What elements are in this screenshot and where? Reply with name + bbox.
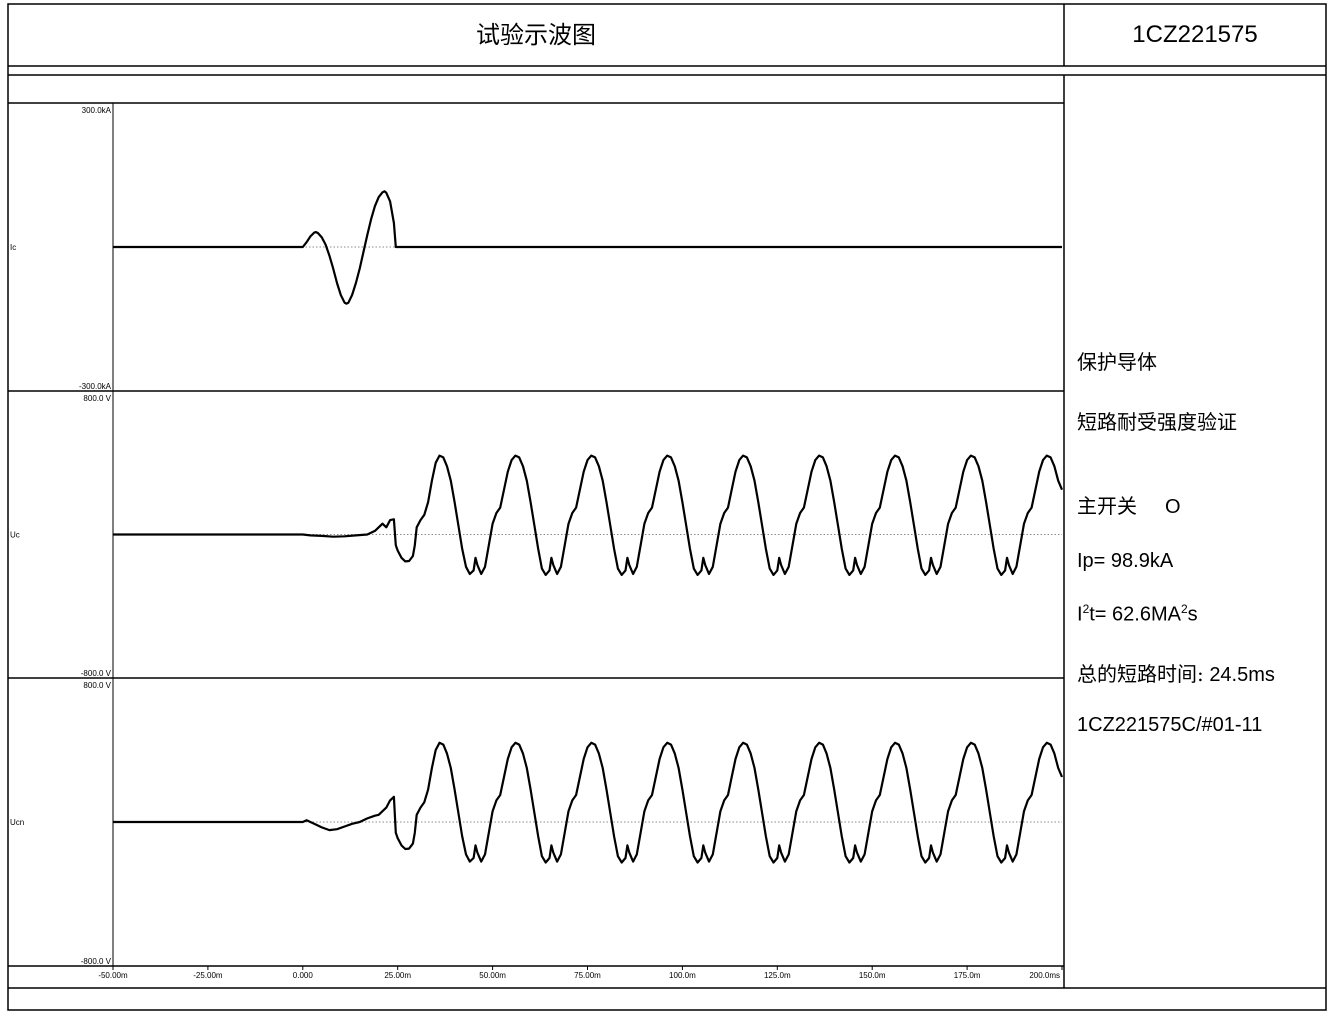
x-tick-label-9: 175.0m bbox=[954, 971, 981, 980]
ymax-label-Ucn: 800.0 V bbox=[83, 681, 111, 690]
outer-border bbox=[7, 3, 1327, 1011]
duration-label: 总的短路时间: bbox=[1077, 662, 1204, 686]
trace-Ic bbox=[113, 190, 1062, 305]
x-tick-label-7: 125.0m bbox=[764, 971, 791, 980]
trace-Ucn bbox=[113, 741, 1064, 864]
i2t-prefix: I bbox=[1077, 603, 1083, 626]
x-tick-label-10: 200.0ms bbox=[1029, 971, 1060, 980]
x-tick-label-5: 75.00m bbox=[574, 971, 601, 980]
x-tick-label-3: 25.00m bbox=[384, 971, 411, 980]
i2t-sup-2: 2 bbox=[1180, 602, 1188, 616]
report-number: 1CZ221575 bbox=[1132, 21, 1258, 48]
channel-label-Ucn: Ucn bbox=[10, 818, 24, 827]
duration-row: 总的短路时间: 24.5ms bbox=[1077, 658, 1275, 687]
trace-Uc bbox=[113, 454, 1064, 576]
test-name: 短路耐受强度验证 bbox=[1077, 412, 1237, 434]
x-tick-label-2: 0.000 bbox=[293, 971, 314, 980]
channel-label-Ic: Ic bbox=[10, 243, 16, 252]
x-tick-label-8: 150.0m bbox=[859, 971, 886, 980]
i2t-value: I2t= 62.6MA2s bbox=[1077, 602, 1198, 627]
x-tick-label-1: -25.00m bbox=[193, 971, 223, 980]
x-tick-label-6: 100.0m bbox=[669, 971, 696, 980]
switch-label: 主开关 bbox=[1077, 494, 1137, 518]
duration-value: 24.5ms bbox=[1209, 664, 1275, 686]
i2t-suffix: s bbox=[1187, 603, 1198, 626]
report-title: 试验示波图 bbox=[476, 21, 596, 49]
switch-value: O bbox=[1165, 496, 1181, 518]
ymax-label-Ic: 300.0kA bbox=[82, 106, 112, 115]
ymax-label-Uc: 800.0 V bbox=[83, 394, 111, 403]
ymin-label-Uc: -800.0 V bbox=[81, 669, 112, 678]
i2t-sup-1: 2 bbox=[1082, 602, 1090, 616]
ymin-label-Ucn: -800.0 V bbox=[81, 957, 112, 966]
i2t-mid: t= 62.6MA bbox=[1089, 603, 1181, 626]
ymin-label-Ic: -300.0kA bbox=[79, 382, 112, 391]
x-tick-label-4: 50.00m bbox=[479, 971, 506, 980]
switch-row: 主开关 O bbox=[1077, 490, 1181, 519]
channel-label-Uc: Uc bbox=[10, 531, 20, 540]
test-object: 保护导体 bbox=[1077, 352, 1157, 374]
ip-value: Ip= 98.9kA bbox=[1077, 550, 1174, 572]
x-tick-label-0: -50.00m bbox=[98, 971, 128, 980]
record-id: 1CZ221575C/#01-11 bbox=[1077, 714, 1263, 736]
